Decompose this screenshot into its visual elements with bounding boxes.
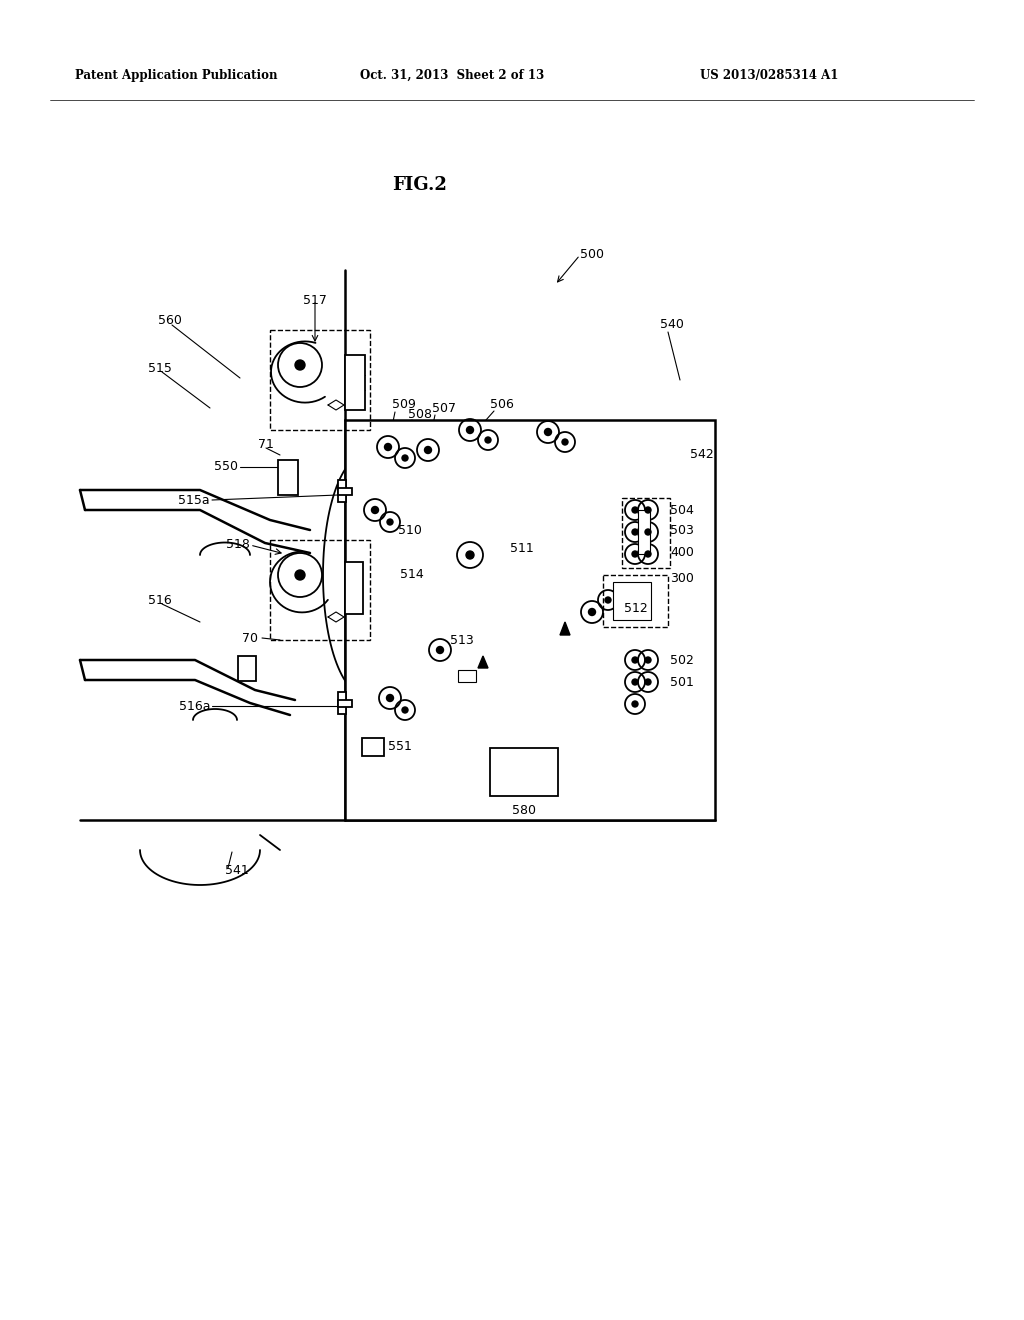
Text: 512: 512 bbox=[624, 602, 648, 615]
Bar bbox=[338, 488, 352, 495]
Text: 504: 504 bbox=[670, 503, 694, 516]
Text: 503: 503 bbox=[670, 524, 694, 536]
Circle shape bbox=[632, 657, 638, 663]
Circle shape bbox=[605, 597, 611, 603]
Bar bbox=[278, 459, 298, 495]
Bar bbox=[362, 738, 384, 756]
Text: 500: 500 bbox=[580, 248, 604, 261]
Text: 517: 517 bbox=[303, 293, 327, 306]
Circle shape bbox=[402, 455, 408, 461]
Bar bbox=[638, 510, 650, 554]
Text: 516: 516 bbox=[148, 594, 172, 606]
Bar bbox=[345, 562, 362, 614]
Text: 560: 560 bbox=[158, 314, 182, 326]
Text: FIG.2: FIG.2 bbox=[392, 176, 447, 194]
Text: 71: 71 bbox=[258, 438, 273, 451]
Text: 513: 513 bbox=[450, 634, 474, 647]
Text: 508: 508 bbox=[408, 408, 432, 421]
Bar bbox=[490, 748, 558, 796]
Circle shape bbox=[295, 360, 305, 370]
Circle shape bbox=[589, 609, 596, 615]
Text: Oct. 31, 2013  Sheet 2 of 13: Oct. 31, 2013 Sheet 2 of 13 bbox=[360, 69, 544, 82]
Text: 509: 509 bbox=[392, 399, 416, 412]
Text: 540: 540 bbox=[660, 318, 684, 331]
Circle shape bbox=[485, 437, 490, 444]
Bar bbox=[270, 540, 370, 640]
Circle shape bbox=[645, 657, 651, 663]
Text: 511: 511 bbox=[510, 541, 534, 554]
Circle shape bbox=[467, 426, 473, 433]
Bar bbox=[338, 692, 346, 714]
Bar bbox=[345, 420, 715, 820]
Bar bbox=[622, 498, 670, 568]
Circle shape bbox=[295, 570, 305, 579]
Circle shape bbox=[645, 678, 651, 685]
Circle shape bbox=[645, 550, 651, 557]
Circle shape bbox=[632, 701, 638, 708]
Text: 300: 300 bbox=[670, 572, 694, 585]
Polygon shape bbox=[560, 622, 570, 635]
Text: 70: 70 bbox=[242, 631, 258, 644]
Text: 510: 510 bbox=[398, 524, 422, 536]
Circle shape bbox=[645, 529, 651, 535]
Polygon shape bbox=[478, 656, 488, 668]
Bar bbox=[603, 576, 668, 627]
Text: 515: 515 bbox=[148, 362, 172, 375]
Circle shape bbox=[632, 507, 638, 513]
Text: 541: 541 bbox=[225, 863, 249, 876]
Bar bbox=[345, 355, 365, 411]
Text: 502: 502 bbox=[670, 653, 694, 667]
Bar bbox=[270, 330, 370, 430]
Text: 518: 518 bbox=[226, 539, 250, 552]
Circle shape bbox=[632, 678, 638, 685]
Circle shape bbox=[402, 708, 408, 713]
Circle shape bbox=[436, 647, 443, 653]
Text: US 2013/0285314 A1: US 2013/0285314 A1 bbox=[700, 69, 839, 82]
Circle shape bbox=[562, 440, 568, 445]
Circle shape bbox=[386, 694, 393, 701]
Text: 514: 514 bbox=[400, 569, 424, 582]
Text: 506: 506 bbox=[490, 399, 514, 412]
Text: 542: 542 bbox=[690, 449, 714, 462]
Bar bbox=[613, 582, 651, 620]
Circle shape bbox=[425, 446, 431, 454]
Text: 400: 400 bbox=[670, 545, 694, 558]
Circle shape bbox=[632, 550, 638, 557]
Circle shape bbox=[466, 550, 474, 558]
Bar bbox=[238, 656, 256, 681]
Text: 515a: 515a bbox=[178, 494, 210, 507]
Bar bbox=[338, 700, 352, 708]
Text: 580: 580 bbox=[512, 804, 536, 817]
Bar bbox=[458, 671, 476, 682]
Text: 507: 507 bbox=[432, 401, 456, 414]
Circle shape bbox=[645, 507, 651, 513]
Text: 516a: 516a bbox=[178, 700, 210, 713]
Circle shape bbox=[632, 529, 638, 535]
Bar bbox=[338, 480, 346, 502]
Text: 551: 551 bbox=[388, 741, 412, 754]
Circle shape bbox=[545, 429, 552, 436]
Text: 501: 501 bbox=[670, 676, 694, 689]
Circle shape bbox=[387, 519, 393, 525]
Text: Patent Application Publication: Patent Application Publication bbox=[75, 69, 278, 82]
Circle shape bbox=[372, 507, 379, 513]
Circle shape bbox=[384, 444, 391, 450]
Text: 550: 550 bbox=[214, 461, 238, 474]
